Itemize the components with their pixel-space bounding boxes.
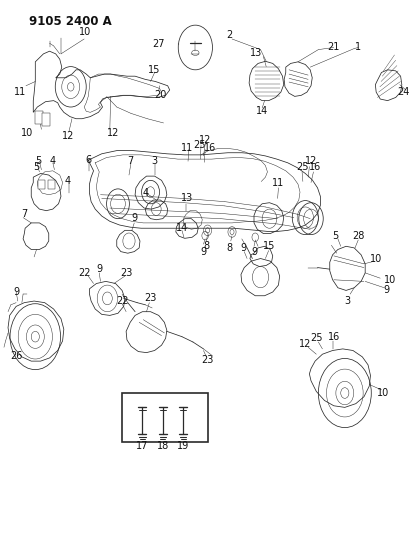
Text: 10: 10: [383, 275, 396, 285]
Text: 10: 10: [377, 388, 390, 398]
Text: 10: 10: [370, 254, 382, 263]
Text: 24: 24: [397, 87, 409, 97]
Text: 6: 6: [85, 155, 91, 165]
Text: 10: 10: [21, 127, 33, 138]
Text: 16: 16: [309, 161, 321, 172]
Text: 5: 5: [35, 156, 41, 166]
Text: 17: 17: [136, 441, 149, 451]
Text: 8: 8: [226, 243, 233, 253]
Text: 25: 25: [297, 161, 309, 172]
Text: 9105 2400 A: 9105 2400 A: [29, 14, 112, 28]
Text: 3: 3: [344, 296, 351, 306]
Text: 4: 4: [65, 176, 71, 187]
Bar: [38, 180, 45, 189]
Text: 7: 7: [127, 156, 133, 166]
Text: 18: 18: [157, 441, 169, 451]
Text: 12: 12: [305, 156, 317, 166]
Bar: [122, 393, 208, 442]
Text: 7: 7: [21, 209, 28, 220]
Text: 9: 9: [131, 213, 137, 223]
Text: 12: 12: [62, 131, 74, 141]
Text: 20: 20: [154, 90, 166, 100]
Text: 5: 5: [332, 231, 339, 241]
Text: 9: 9: [201, 247, 207, 256]
Text: 9: 9: [251, 247, 257, 256]
Text: 16: 16: [328, 332, 340, 342]
Text: 25: 25: [310, 333, 323, 343]
Text: 22: 22: [116, 296, 128, 306]
Text: 19: 19: [177, 441, 189, 451]
Text: 8: 8: [203, 241, 210, 251]
Text: 27: 27: [152, 39, 165, 49]
Text: 11: 11: [272, 177, 284, 188]
Text: 10: 10: [79, 27, 92, 37]
Text: 15: 15: [263, 241, 276, 251]
Text: 9: 9: [384, 286, 390, 295]
Text: 21: 21: [328, 43, 340, 52]
Text: 15: 15: [148, 65, 161, 75]
Bar: [42, 114, 51, 126]
Text: 14: 14: [256, 106, 268, 116]
Text: 4: 4: [142, 188, 148, 198]
Text: 9: 9: [13, 287, 19, 297]
Bar: [48, 180, 55, 189]
Text: 28: 28: [352, 231, 365, 241]
Text: 23: 23: [120, 268, 132, 278]
Text: 4: 4: [50, 156, 56, 166]
Bar: [35, 111, 44, 124]
Text: 11: 11: [181, 143, 193, 154]
Text: 25: 25: [193, 140, 206, 150]
Text: 13: 13: [181, 193, 193, 204]
Text: 9: 9: [240, 243, 246, 253]
Text: 13: 13: [250, 48, 263, 58]
Text: 2: 2: [226, 30, 233, 41]
Text: 22: 22: [78, 268, 90, 278]
Text: 9: 9: [96, 264, 102, 274]
Text: 1: 1: [355, 43, 361, 52]
Text: 16: 16: [204, 143, 217, 154]
Text: 12: 12: [106, 127, 119, 138]
Text: 14: 14: [176, 223, 188, 233]
Text: 12: 12: [199, 135, 211, 145]
Text: 5: 5: [33, 161, 39, 172]
Text: 11: 11: [14, 87, 26, 97]
Text: 23: 23: [201, 354, 214, 365]
Text: 3: 3: [152, 156, 158, 166]
Text: 12: 12: [299, 338, 312, 349]
Text: 26: 26: [10, 351, 22, 361]
Text: 23: 23: [144, 293, 157, 303]
